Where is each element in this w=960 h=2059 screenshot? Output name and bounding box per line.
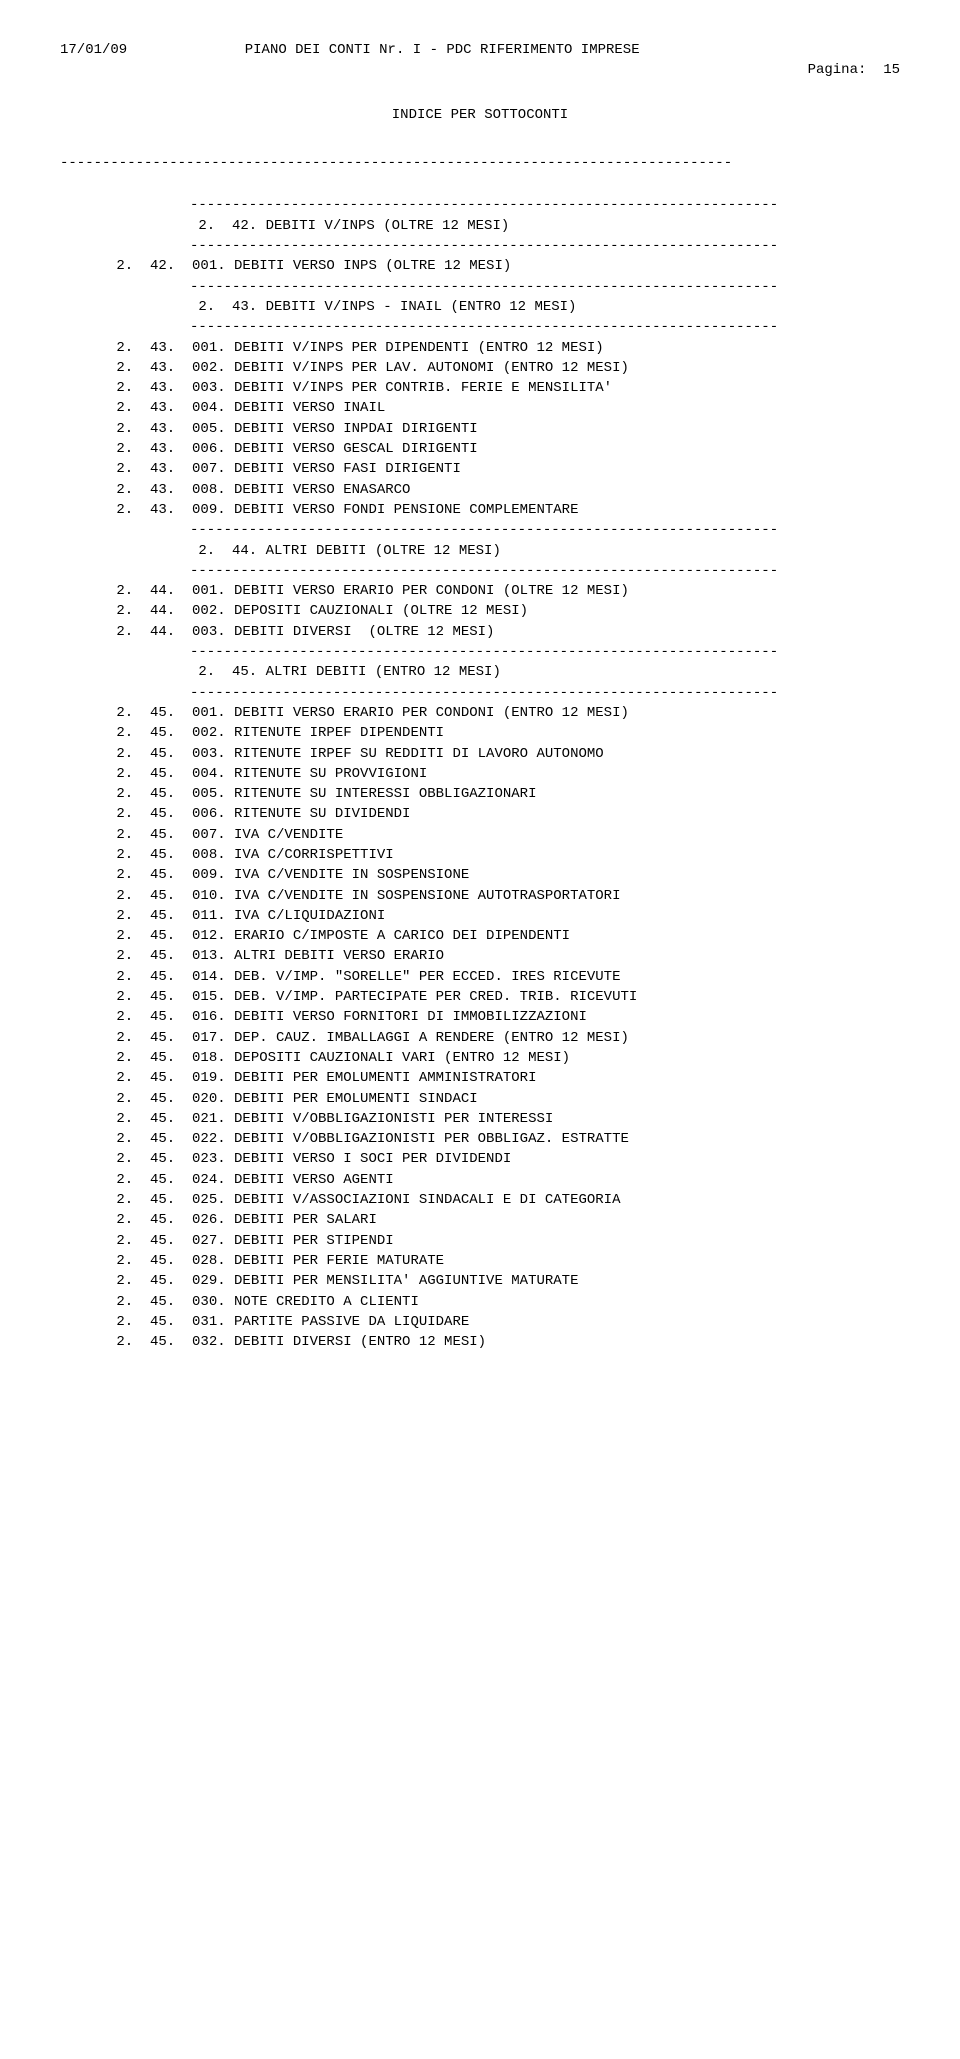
detail-row: 2. 43. 006. DEBITI VERSO GESCAL DIRIGENT… bbox=[108, 439, 900, 459]
section-heading: 2. 43. DEBITI V/INPS - INAIL (ENTRO 12 M… bbox=[190, 297, 900, 317]
detail-row: 2. 44. 003. DEBITI DIVERSI (OLTRE 12 MES… bbox=[108, 622, 900, 642]
detail-row: 2. 45. 013. ALTRI DEBITI VERSO ERARIO bbox=[108, 946, 900, 966]
detail-row: 2. 45. 002. RITENUTE IRPEF DIPENDENTI bbox=[108, 723, 900, 743]
section-heading: 2. 44. ALTRI DEBITI (OLTRE 12 MESI) bbox=[190, 541, 900, 561]
section-separator: ----------------------------------------… bbox=[190, 561, 900, 581]
detail-row: 2. 45. 003. RITENUTE IRPEF SU REDDITI DI… bbox=[108, 744, 900, 764]
page-num: 15 bbox=[883, 62, 900, 78]
header-date: 17/01/09 bbox=[60, 40, 127, 101]
detail-row: 2. 43. 007. DEBITI VERSO FASI DIRIGENTI bbox=[108, 459, 900, 479]
detail-row: 2. 45. 026. DEBITI PER SALARI bbox=[108, 1210, 900, 1230]
detail-row: 2. 45. 020. DEBITI PER EMOLUMENTI SINDAC… bbox=[108, 1089, 900, 1109]
detail-row: 2. 45. 023. DEBITI VERSO I SOCI PER DIVI… bbox=[108, 1149, 900, 1169]
header-title: PIANO DEI CONTI Nr. I - PDC RIFERIMENTO … bbox=[127, 40, 757, 101]
detail-row: 2. 43. 008. DEBITI VERSO ENASARCO bbox=[108, 480, 900, 500]
detail-row: 2. 45. 022. DEBITI V/OBBLIGAZIONISTI PER… bbox=[108, 1129, 900, 1149]
header-subtitle: INDICE PER SOTTOCONTI bbox=[60, 105, 900, 125]
detail-row: 2. 43. 003. DEBITI V/INPS PER CONTRIB. F… bbox=[108, 378, 900, 398]
section-heading: 2. 45. ALTRI DEBITI (ENTRO 12 MESI) bbox=[190, 662, 900, 682]
header-page: Pagina: 15 bbox=[757, 40, 900, 101]
detail-row: 2. 45. 008. IVA C/CORRISPETTIVI bbox=[108, 845, 900, 865]
section-block: ----------------------------------------… bbox=[60, 195, 900, 256]
detail-row: 2. 43. 002. DEBITI V/INPS PER LAV. AUTON… bbox=[108, 358, 900, 378]
detail-row: 2. 43. 005. DEBITI VERSO INPDAI DIRIGENT… bbox=[108, 419, 900, 439]
page-label: Pagina: bbox=[808, 62, 867, 78]
detail-row: 2. 45. 021. DEBITI V/OBBLIGAZIONISTI PER… bbox=[108, 1109, 900, 1129]
section-block: ----------------------------------------… bbox=[60, 520, 900, 581]
section-separator: ----------------------------------------… bbox=[190, 520, 900, 540]
detail-row: 2. 45. 006. RITENUTE SU DIVIDENDI bbox=[108, 804, 900, 824]
detail-row: 2. 45. 030. NOTE CREDITO A CLIENTI bbox=[108, 1292, 900, 1312]
detail-row: 2. 43. 001. DEBITI V/INPS PER DIPENDENTI… bbox=[108, 338, 900, 358]
detail-block: 2. 43. 001. DEBITI V/INPS PER DIPENDENTI… bbox=[60, 338, 900, 521]
section-block: ----------------------------------------… bbox=[60, 642, 900, 703]
detail-row: 2. 45. 007. IVA C/VENDITE bbox=[108, 825, 900, 845]
detail-row: 2. 45. 024. DEBITI VERSO AGENTI bbox=[108, 1170, 900, 1190]
detail-row: 2. 45. 011. IVA C/LIQUIDAZIONI bbox=[108, 906, 900, 926]
detail-row: 2. 43. 009. DEBITI VERSO FONDI PENSIONE … bbox=[108, 500, 900, 520]
detail-row: 2. 45. 014. DEB. V/IMP. "SORELLE" PER EC… bbox=[108, 967, 900, 987]
detail-row: 2. 45. 012. ERARIO C/IMPOSTE A CARICO DE… bbox=[108, 926, 900, 946]
detail-block: 2. 42. 001. DEBITI VERSO INPS (OLTRE 12 … bbox=[60, 256, 900, 276]
top-separator: ----------------------------------------… bbox=[60, 153, 900, 173]
detail-row: 2. 45. 019. DEBITI PER EMOLUMENTI AMMINI… bbox=[108, 1068, 900, 1088]
content-body: ----------------------------------------… bbox=[60, 195, 900, 1352]
detail-row: 2. 45. 005. RITENUTE SU INTERESSI OBBLIG… bbox=[108, 784, 900, 804]
detail-row: 2. 45. 001. DEBITI VERSO ERARIO PER COND… bbox=[108, 703, 900, 723]
section-separator: ----------------------------------------… bbox=[190, 683, 900, 703]
detail-row: 2. 45. 018. DEPOSITI CAUZIONALI VARI (EN… bbox=[108, 1048, 900, 1068]
section-heading: 2. 42. DEBITI V/INPS (OLTRE 12 MESI) bbox=[190, 216, 900, 236]
detail-row: 2. 45. 032. DEBITI DIVERSI (ENTRO 12 MES… bbox=[108, 1332, 900, 1352]
section-separator: ----------------------------------------… bbox=[190, 236, 900, 256]
header-row: 17/01/09 PIANO DEI CONTI Nr. I - PDC RIF… bbox=[60, 40, 900, 101]
detail-block: 2. 45. 001. DEBITI VERSO ERARIO PER COND… bbox=[60, 703, 900, 1353]
detail-row: 2. 45. 029. DEBITI PER MENSILITA' AGGIUN… bbox=[108, 1271, 900, 1291]
detail-row: 2. 45. 009. IVA C/VENDITE IN SOSPENSIONE bbox=[108, 865, 900, 885]
detail-row: 2. 45. 025. DEBITI V/ASSOCIAZIONI SINDAC… bbox=[108, 1190, 900, 1210]
section-separator: ----------------------------------------… bbox=[190, 317, 900, 337]
detail-row: 2. 44. 002. DEPOSITI CAUZIONALI (OLTRE 1… bbox=[108, 601, 900, 621]
detail-row: 2. 43. 004. DEBITI VERSO INAIL bbox=[108, 398, 900, 418]
detail-row: 2. 45. 010. IVA C/VENDITE IN SOSPENSIONE… bbox=[108, 886, 900, 906]
document-page: 17/01/09 PIANO DEI CONTI Nr. I - PDC RIF… bbox=[0, 0, 960, 1392]
detail-row: 2. 42. 001. DEBITI VERSO INPS (OLTRE 12 … bbox=[108, 256, 900, 276]
section-separator: ----------------------------------------… bbox=[190, 195, 900, 215]
detail-block: 2. 44. 001. DEBITI VERSO ERARIO PER COND… bbox=[60, 581, 900, 642]
section-separator: ----------------------------------------… bbox=[190, 642, 900, 662]
detail-row: 2. 44. 001. DEBITI VERSO ERARIO PER COND… bbox=[108, 581, 900, 601]
section-block: ----------------------------------------… bbox=[60, 277, 900, 338]
detail-row: 2. 45. 015. DEB. V/IMP. PARTECIPATE PER … bbox=[108, 987, 900, 1007]
detail-row: 2. 45. 004. RITENUTE SU PROVVIGIONI bbox=[108, 764, 900, 784]
detail-row: 2. 45. 031. PARTITE PASSIVE DA LIQUIDARE bbox=[108, 1312, 900, 1332]
detail-row: 2. 45. 016. DEBITI VERSO FORNITORI DI IM… bbox=[108, 1007, 900, 1027]
detail-row: 2. 45. 027. DEBITI PER STIPENDI bbox=[108, 1231, 900, 1251]
detail-row: 2. 45. 017. DEP. CAUZ. IMBALLAGGI A REND… bbox=[108, 1028, 900, 1048]
detail-row: 2. 45. 028. DEBITI PER FERIE MATURATE bbox=[108, 1251, 900, 1271]
section-separator: ----------------------------------------… bbox=[190, 277, 900, 297]
